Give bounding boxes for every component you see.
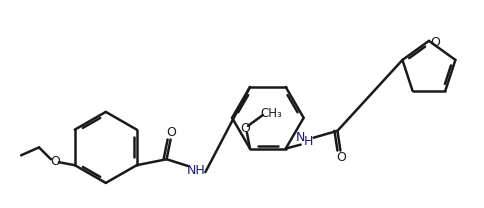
Text: O: O <box>166 126 177 139</box>
Text: CH₃: CH₃ <box>260 106 282 120</box>
Text: H: H <box>304 135 313 148</box>
Text: O: O <box>50 155 60 168</box>
Text: NH: NH <box>187 164 206 177</box>
Text: N: N <box>296 131 305 144</box>
Text: O: O <box>430 36 440 49</box>
Text: O: O <box>336 151 347 164</box>
Text: O: O <box>240 122 250 135</box>
